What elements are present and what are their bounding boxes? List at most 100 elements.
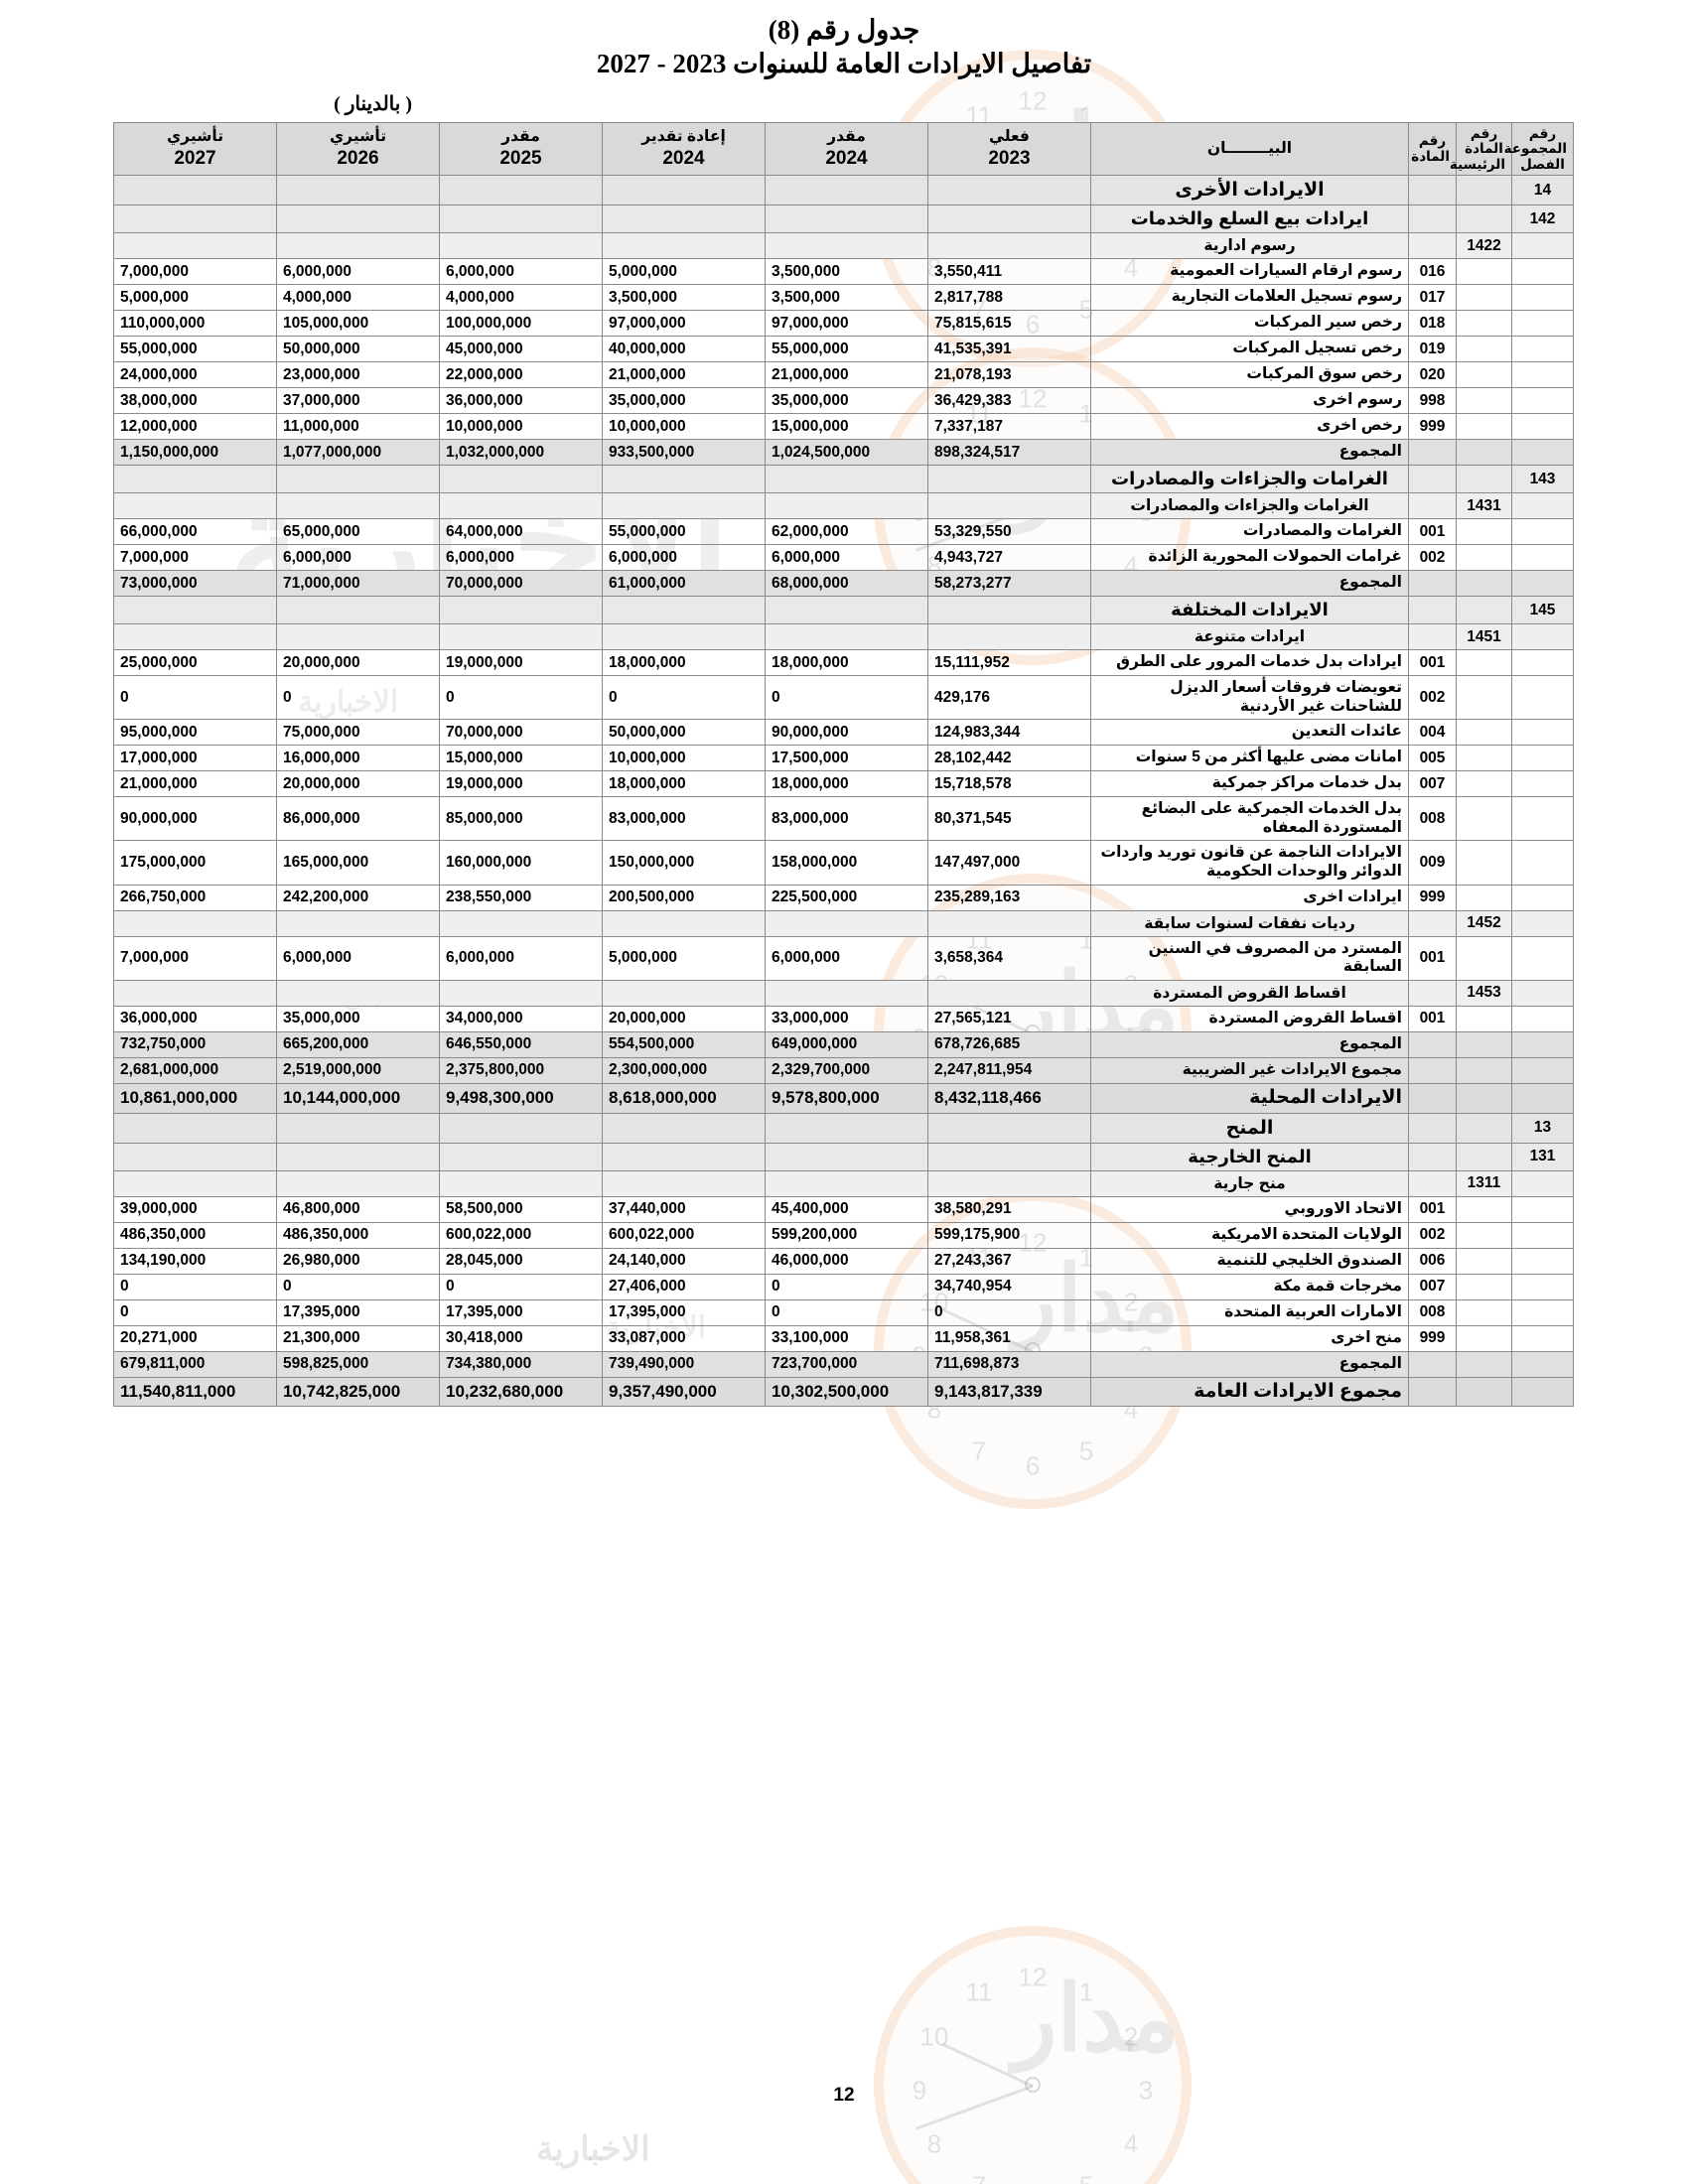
cell-value xyxy=(276,1112,440,1144)
cell-item-number xyxy=(1408,1112,1457,1144)
cell-main-group: 1431 xyxy=(1456,492,1512,520)
cell-value xyxy=(439,623,603,651)
cell-value: 1,024,500,000 xyxy=(765,439,928,467)
cell-value: 17,395,000 xyxy=(276,1298,440,1326)
cell-value xyxy=(439,465,603,494)
cell-value: 23,000,000 xyxy=(276,361,440,389)
cell-value xyxy=(439,909,603,937)
cell-main-group xyxy=(1456,439,1512,467)
cell-value: 86,000,000 xyxy=(276,796,440,842)
cell-value xyxy=(765,175,928,206)
table-row: 002 تعويضات فروقات أسعار الديزل للشاحنات … xyxy=(113,675,1574,721)
table-row: 002 الولايات المتحدة الامريكية 599,175,900… xyxy=(113,1221,1574,1249)
cell-value xyxy=(113,909,277,937)
cell-value: 4,000,000 xyxy=(276,284,440,312)
col-header-2026-year: 2026 xyxy=(337,147,379,169)
cell-chapter xyxy=(1511,1221,1574,1249)
cell-item-number: 018 xyxy=(1408,310,1457,338)
cell-description: ايرادات اخرى xyxy=(1090,884,1409,911)
cell-value: 134,190,000 xyxy=(113,1247,277,1275)
cell-value: 34,000,000 xyxy=(439,1005,603,1032)
cell-value: 17,500,000 xyxy=(765,745,928,772)
cell-value xyxy=(276,492,440,520)
cell-main-group xyxy=(1456,544,1512,572)
cell-chapter xyxy=(1511,649,1574,677)
table-row: 017 رسوم تسجيل العلامات التجارية 2,817,788… xyxy=(113,284,1574,312)
cell-value: 165,000,000 xyxy=(276,840,440,886)
cell-description: رسوم ارقام السيارات العمومية xyxy=(1090,258,1409,286)
cell-chapter xyxy=(1511,544,1574,572)
cell-description: المجموع xyxy=(1090,439,1409,467)
table-row: 001 المسترد من المصروف في السنين السابقة 3… xyxy=(113,935,1574,981)
cell-chapter xyxy=(1511,1247,1574,1275)
cell-value: 711,698,873 xyxy=(927,1350,1091,1378)
cell-value: 739,490,000 xyxy=(602,1350,766,1378)
table-row: 001 اقساط القروض المستردة 27,565,121 33,000… xyxy=(113,1005,1574,1032)
cell-item-number xyxy=(1408,1030,1457,1058)
cell-description: رخص تسجيل المركبات xyxy=(1090,336,1409,363)
cell-value xyxy=(927,596,1091,625)
cell-value: 898,324,517 xyxy=(927,439,1091,467)
cell-value: 9,498,300,000 xyxy=(439,1082,603,1114)
cell-main-group xyxy=(1456,719,1512,747)
cell-value xyxy=(927,465,1091,494)
cell-description: رخص سير المركبات xyxy=(1090,310,1409,338)
cell-value: 649,000,000 xyxy=(765,1030,928,1058)
cell-value: 19,000,000 xyxy=(439,770,603,798)
cell-value: 2,375,800,000 xyxy=(439,1056,603,1084)
table-row: المجموع 711,698,873 723,700,000 739,490,000… xyxy=(113,1350,1574,1378)
cell-main-group: 1452 xyxy=(1456,909,1512,937)
cell-value: 1,150,000,000 xyxy=(113,439,277,467)
table-row: 001 ايرادات بدل خدمات المرور على الطرق 15,… xyxy=(113,649,1574,677)
col-header-2024-reestimate: إعادة تقدير 2024 xyxy=(602,121,766,177)
cell-value: 0 xyxy=(765,1273,928,1300)
cell-description: مجموع الايرادات العامة xyxy=(1090,1376,1409,1408)
cell-item-number: 020 xyxy=(1408,361,1457,389)
cell-value: 10,000,000 xyxy=(439,413,603,441)
cell-value: 20,000,000 xyxy=(276,649,440,677)
table-row: 008 بدل الخدمات الجمركية على البضائع المس… xyxy=(113,796,1574,842)
cell-main-group xyxy=(1456,796,1512,842)
cell-main-group xyxy=(1456,745,1512,772)
table-row: 999 ايرادات اخرى 235,289,163 225,500,000 200… xyxy=(113,884,1574,911)
cell-item-number: 002 xyxy=(1408,1221,1457,1249)
cell-value: 17,395,000 xyxy=(439,1298,603,1326)
cell-item-number xyxy=(1408,1350,1457,1378)
cell-chapter xyxy=(1511,979,1574,1007)
cell-value xyxy=(927,492,1091,520)
cell-value: 36,000,000 xyxy=(113,1005,277,1032)
cell-value: 0 xyxy=(113,675,277,721)
cell-value: 124,983,344 xyxy=(927,719,1091,747)
cell-value: 61,000,000 xyxy=(602,570,766,598)
cell-value: 83,000,000 xyxy=(765,796,928,842)
cell-main-group xyxy=(1456,413,1512,441)
cell-item-number: 008 xyxy=(1408,796,1457,842)
cell-description: رديات نفقات لسنوات سابقة xyxy=(1090,909,1409,937)
cell-value: 2,247,811,954 xyxy=(927,1056,1091,1084)
cell-value: 85,000,000 xyxy=(439,796,603,842)
col-header-2024-estimate-label: مقدر xyxy=(827,127,866,145)
cell-chapter xyxy=(1511,1056,1574,1084)
cell-value xyxy=(276,232,440,260)
cell-value xyxy=(276,1169,440,1197)
cell-value: 7,000,000 xyxy=(113,544,277,572)
cell-description: الايرادات الناجمة عن قانون توريد واردات … xyxy=(1090,840,1409,886)
cell-value: 27,406,000 xyxy=(602,1273,766,1300)
cell-value: 18,000,000 xyxy=(602,770,766,798)
cell-value xyxy=(927,205,1091,234)
cell-value: 2,329,700,000 xyxy=(765,1056,928,1084)
cell-value: 66,000,000 xyxy=(113,518,277,546)
cell-value xyxy=(602,1112,766,1144)
cell-value: 65,000,000 xyxy=(276,518,440,546)
cell-value: 19,000,000 xyxy=(439,649,603,677)
cell-main-group xyxy=(1456,336,1512,363)
page-subtitle: تفاصيل الايرادات العامة للسنوات 2023 - 2… xyxy=(596,48,1092,78)
cell-chapter xyxy=(1511,336,1574,363)
cell-value: 238,550,000 xyxy=(439,884,603,911)
col-header-main-group: رقم المادة الرئيسية xyxy=(1450,121,1512,177)
cell-value: 8,432,118,466 xyxy=(927,1082,1091,1114)
cell-main-group xyxy=(1456,1056,1512,1084)
cell-description: رخص اخرى xyxy=(1090,413,1409,441)
cell-value: 55,000,000 xyxy=(602,518,766,546)
cell-chapter xyxy=(1511,284,1574,312)
